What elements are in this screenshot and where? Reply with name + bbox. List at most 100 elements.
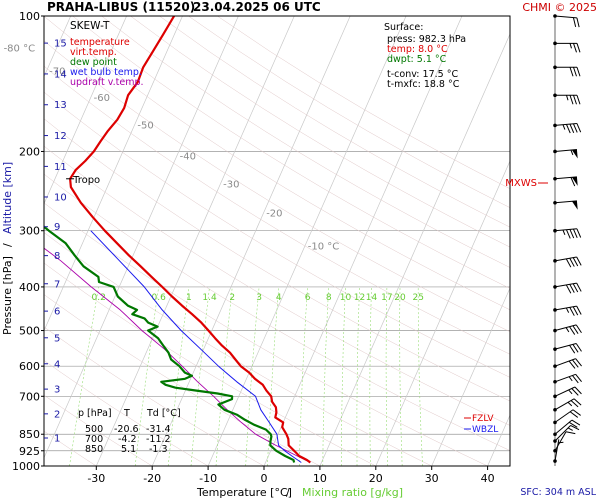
legend-dew-point: dew point [70,57,117,68]
wind-barb [553,256,582,268]
mixing-ratio-line [190,286,210,466]
isotherm-line [207,16,407,466]
isotherm-line [44,16,239,459]
altitude-label: 15 [54,39,67,50]
dry-adiabat [101,16,510,268]
barb-feather [575,343,582,352]
isotherm-label: -70 [49,67,65,78]
y-tick-label: 925 [19,445,40,458]
y-tick-label: 700 [19,390,40,403]
table-header-p: p [hPa] [78,408,112,419]
barb-staff [554,305,577,311]
y-tick-label: 400 [19,281,40,294]
chart-title: PRAHA-LIBUS (11520) [47,0,195,14]
dry-adiabat [44,262,376,466]
dry-adiabat [44,91,510,378]
mixing-ratio-label: 1.4 [202,293,217,303]
barb-feather [570,425,580,431]
credit-label: CHMI © 2025 [522,1,597,14]
sfc-label: SFC: 304 m ASL [520,487,596,498]
y-tick-label: 500 [19,325,40,338]
isotherm-line [431,287,510,466]
mixing-ratio-line [215,286,233,466]
barb-feather [565,258,572,268]
barb-feather [565,124,571,134]
mixing-ratio-label: 3 [256,293,262,303]
diagram-label: SKEW-T [70,20,110,32]
barb-dot [553,347,557,351]
mixing-ratio-line [167,286,190,466]
legend-updraft: updraft v.temp. [70,77,144,88]
wind-barb [553,305,582,316]
barb-half-feather [565,327,570,333]
altitude-label: 3 [54,385,60,396]
wind-barb [553,398,582,412]
mixing-ratio-line [322,286,329,466]
barb-feather [568,421,578,428]
barb-feather [572,17,577,27]
x-tick-label: 30 [425,472,439,485]
series-line-updraft-v-temp- [44,247,311,463]
barb-dot [553,448,557,453]
y-tick-label: 300 [19,225,40,238]
isotherm-label: -80 °C [4,43,36,54]
table-cell: -31.4 [146,424,171,435]
mixing-ratio-label: 10 [340,293,352,303]
legend-virt-temp: virt.temp. [70,47,117,58]
y-tick-label: 600 [19,360,40,373]
altitude-label: 9 [54,222,60,233]
isotherm-label: -20 [266,209,282,220]
series-line-temperature [69,16,311,464]
barb-feather [571,419,581,426]
barb-staff [554,425,571,442]
barb-dot [553,259,557,263]
barb-feather [569,307,575,316]
barb-staff [554,373,576,383]
table-cell: 700 [85,434,103,445]
isotherm-line [44,16,127,205]
dry-adiabat [44,294,321,466]
wind-barb [553,431,576,453]
table-header-t: T [123,408,130,419]
wind-barb [553,93,581,105]
wind-barb [553,342,582,354]
barb-half-feather [562,229,566,236]
series-line-wet-bulb-temp- [90,230,302,463]
barb-dot [553,93,557,98]
barb-dot [553,407,557,412]
barb-dot [553,149,557,154]
barb-dot [553,308,557,312]
wind-barb [553,386,582,399]
mixing-ratio-line [69,286,99,466]
barb-feather [573,398,582,406]
barb-dot [553,364,557,368]
barb-staff [554,409,574,423]
barb-dot [553,285,557,289]
surface-press: press: 982.3 hPa [387,34,466,45]
x-tick-label: -30 [87,472,105,485]
dry-adiabat [44,145,510,426]
barb-half-feather [566,95,569,101]
dry-adiabat [44,65,510,355]
isotherm-label: -10 °C [308,241,340,252]
wind-barb [553,358,582,369]
barb-half-feather [562,124,566,130]
barb-feather [572,257,579,267]
barb-feather [576,256,582,266]
altitude-label: 8 [54,251,60,262]
altitude-label: 5 [54,333,60,344]
table-cell: -4.2 [118,434,137,445]
barb-feather [573,95,577,105]
barb-feather [569,411,579,418]
altitude-label: 13 [54,100,67,111]
barb-feather [569,229,575,239]
barb-feather [576,43,581,53]
mixing-ratio-line [134,286,159,466]
mixing-ratio-label: 14 [366,293,378,303]
barb-feather [575,324,582,334]
wind-barb [553,439,564,463]
barb-feather [569,326,576,335]
mixing-ratio-label: 0.6 [152,293,167,303]
dry-adiabat [44,232,432,466]
